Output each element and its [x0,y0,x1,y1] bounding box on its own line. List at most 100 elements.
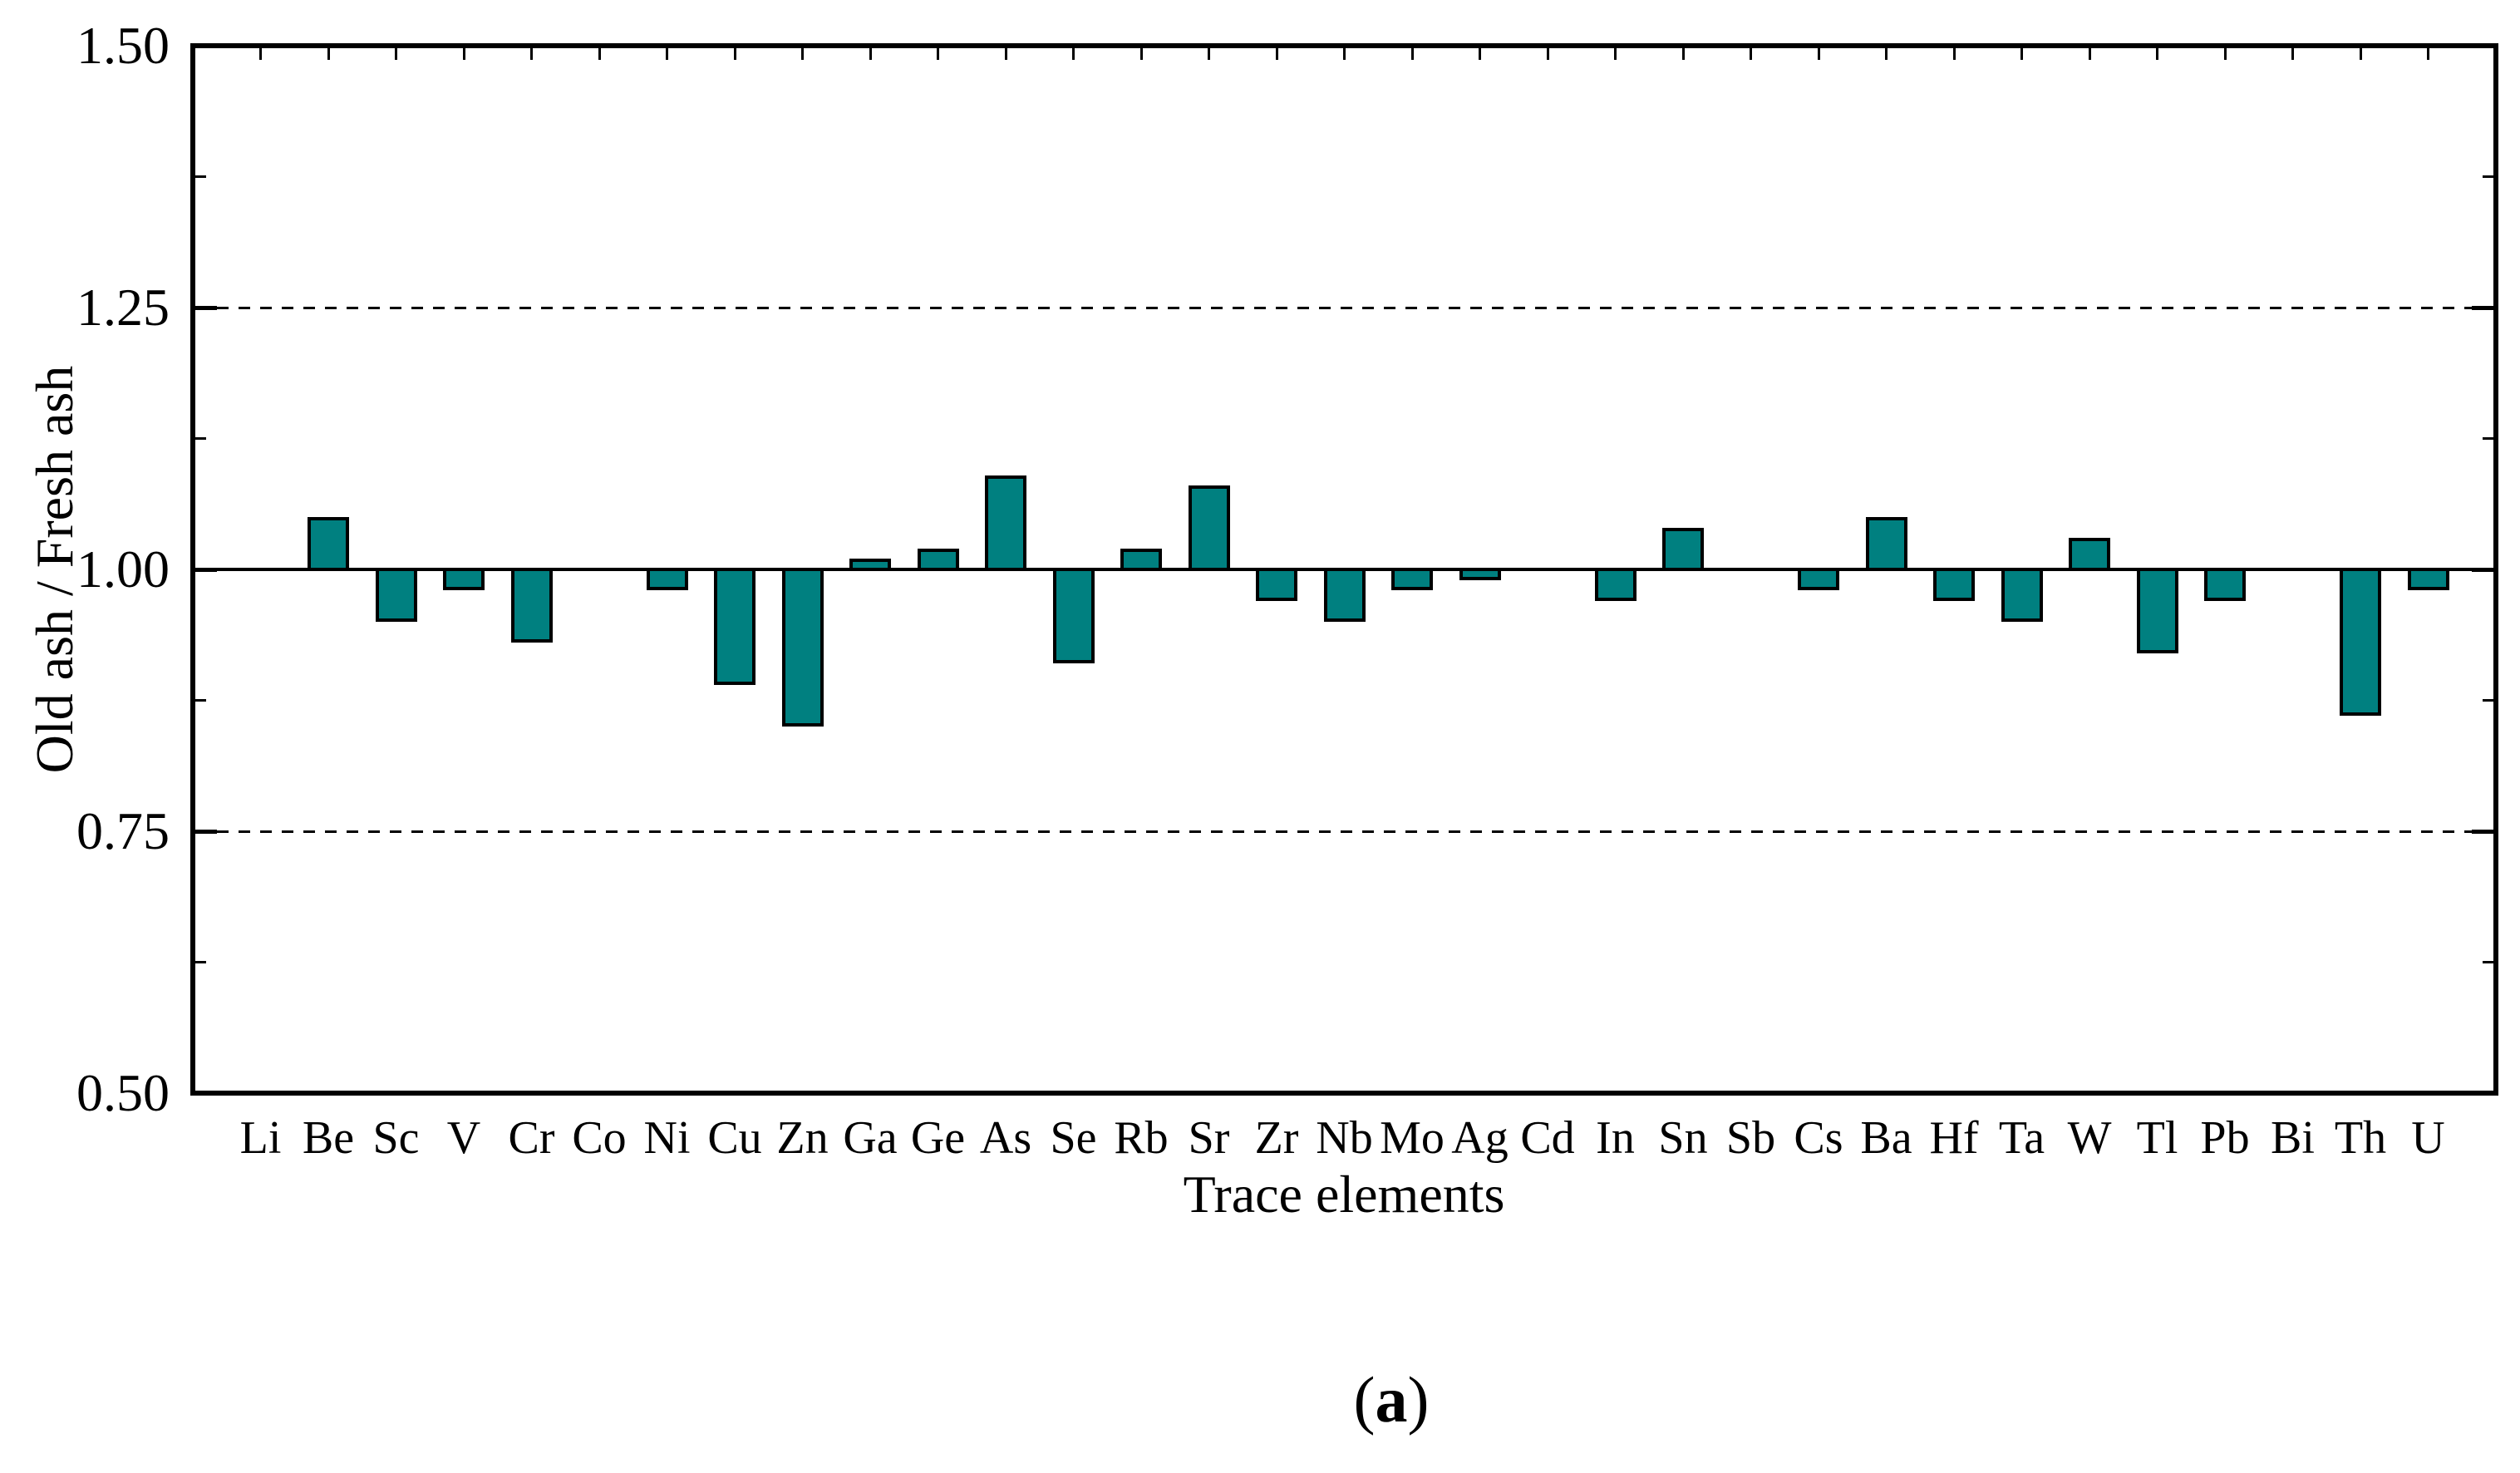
x-top-tick [2088,48,2091,60]
x-top-tick [1343,48,1346,60]
x-axis-title: Trace elements [1183,1165,1505,1224]
x-tick-label: Zr [1254,1112,1299,1164]
bar-Ga [849,559,891,571]
x-top-tick [1885,48,1888,60]
x-top-tick [1275,48,1278,60]
x-tick-label: As [979,1112,1032,1164]
x-tick-label: Ba [1860,1112,1912,1164]
y-tick-label: 1.50 [76,16,170,75]
y-minor-tick-left [195,699,206,702]
bar-Se [1052,568,1095,664]
bar-Zn [781,568,824,727]
x-top-tick [1004,48,1007,60]
bar-Be [308,517,349,571]
x-top-tick [1479,48,1481,60]
bar-Pb [2204,568,2246,601]
y-major-tick-left [195,305,217,310]
x-tick-label: Co [572,1112,627,1164]
x-top-tick [259,48,262,60]
y-tick-label: 1.00 [76,539,170,599]
bar-Cu [714,568,756,685]
bar-As [985,475,1026,571]
x-top-tick [1410,48,1414,60]
x-tick-label: Zn [776,1112,829,1164]
bar-In [1594,568,1637,601]
caption-paren-open: ( [1353,1363,1376,1436]
x-top-tick [1817,48,1820,60]
bar-Rb [1120,548,1162,571]
x-top-tick [2359,48,2362,60]
x-tick-label: Ta [1998,1112,2045,1164]
figure-caption: (a) [1354,1365,1430,1435]
x-top-tick [666,48,668,60]
caption-letter: a [1375,1363,1408,1436]
y-major-tick-left [195,829,217,834]
x-top-tick [395,48,397,60]
bar-Tl [2136,568,2178,653]
x-top-tick [2223,48,2227,60]
x-tick-label: Ni [643,1112,691,1164]
bar-Mo [1391,568,1433,591]
x-top-tick [1952,48,1956,60]
x-tick-label: Th [2334,1112,2387,1164]
bar-Th [2340,568,2381,717]
y-major-tick-left [195,43,217,48]
x-top-tick [801,48,804,60]
x-top-tick [2156,48,2158,60]
x-top-tick [1208,48,1210,60]
x-tick-label: Nb [1316,1112,1373,1164]
x-tick-label: Se [1050,1112,1097,1164]
x-tick-label: Hf [1929,1112,1979,1164]
y-minor-tick-right [2483,175,2493,178]
bar-V [443,568,485,591]
x-tick-label: Tl [2136,1112,2178,1164]
x-tick-label: Ga [843,1112,898,1164]
y-tick-label: 0.50 [76,1063,170,1122]
bar-Sc [375,568,417,622]
x-top-tick [1614,48,1617,60]
y-major-tick-left [195,1091,217,1096]
x-tick-label: Ge [910,1112,966,1164]
x-tick-label: Bi [2271,1112,2315,1164]
x-tick-label: Sn [1658,1112,1708,1164]
x-top-tick [1139,48,1143,60]
x-tick-label: Sc [372,1112,420,1164]
y-major-tick-right [2472,305,2493,310]
x-tick-label: In [1596,1112,1635,1164]
y-minor-tick-left [195,437,206,440]
y-tick-label: 0.75 [76,801,170,860]
bar-Ni [646,568,688,591]
bar-Zr [1256,568,1297,601]
y-major-tick-right [2472,43,2493,48]
x-tick-label: Rb [1114,1112,1169,1164]
x-tick-label: Sr [1188,1112,1230,1164]
x-top-tick [1681,48,1685,60]
x-tick-label: W [2067,1112,2112,1164]
x-tick-label: Be [302,1112,355,1164]
y-major-tick-right [2472,829,2493,834]
bar-W [2069,538,2110,571]
x-tick-label: Mo [1380,1112,1445,1164]
y-major-tick-left [195,567,217,572]
bar-Sr [1188,485,1230,571]
x-tick-label: Sb [1725,1112,1776,1164]
bar-Ge [917,548,959,571]
x-tick-label: Li [239,1112,282,1164]
x-top-tick [530,48,533,60]
bar-Ag [1459,568,1501,580]
x-top-tick [2427,48,2429,60]
x-top-tick [462,48,465,60]
y-major-tick-right [2472,567,2493,572]
x-top-tick [1072,48,1075,60]
bar-Nb [1323,568,1366,622]
caption-paren-close: ) [1407,1363,1430,1436]
x-tick-label: Cr [508,1112,555,1164]
y-tick-label: 1.25 [76,278,170,337]
bar-U [2407,568,2449,591]
x-tick-label: Pb [2200,1112,2250,1164]
x-top-tick [598,48,601,60]
dashed-gridline [195,307,2493,309]
y-minor-tick-right [2483,961,2493,963]
x-top-tick [1546,48,1549,60]
